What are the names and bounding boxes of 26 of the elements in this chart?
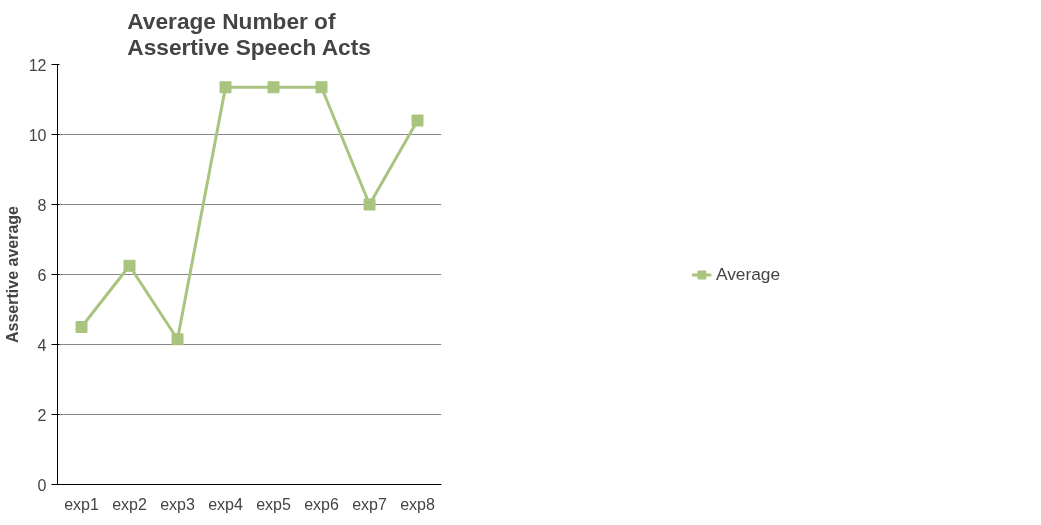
point <box>75 321 88 333</box>
chart-title: Average Number of Assertive Speech Acts <box>127 7 371 60</box>
point <box>219 81 232 94</box>
y-tick-label: 12 <box>28 56 47 74</box>
y-tick-label: 0 <box>37 476 47 494</box>
x-tick-label: exp7 <box>352 495 387 513</box>
point <box>315 81 328 94</box>
point <box>171 333 184 346</box>
y-tick-label: 8 <box>37 196 47 214</box>
legend-label: Average <box>715 263 781 285</box>
point <box>123 259 136 272</box>
point <box>363 198 376 211</box>
x-tick-label: exp5 <box>256 495 291 513</box>
x-tick-label: exp1 <box>64 495 99 513</box>
x-tick-label: exp6 <box>304 495 339 513</box>
x-tick-label: exp3 <box>160 495 195 513</box>
y-tick-label: 6 <box>37 266 47 284</box>
y-tick-label: 4 <box>37 336 47 354</box>
y-tick-label: 2 <box>37 406 47 424</box>
x-tick-label: exp8 <box>400 495 435 513</box>
x-tick-label: exp2 <box>112 495 147 513</box>
x-tick-label: exp4 <box>208 495 243 513</box>
point <box>411 114 424 127</box>
point <box>267 81 280 94</box>
y-axis-title: Assertive average <box>3 205 21 343</box>
y-tick-label: 10 <box>28 126 47 144</box>
